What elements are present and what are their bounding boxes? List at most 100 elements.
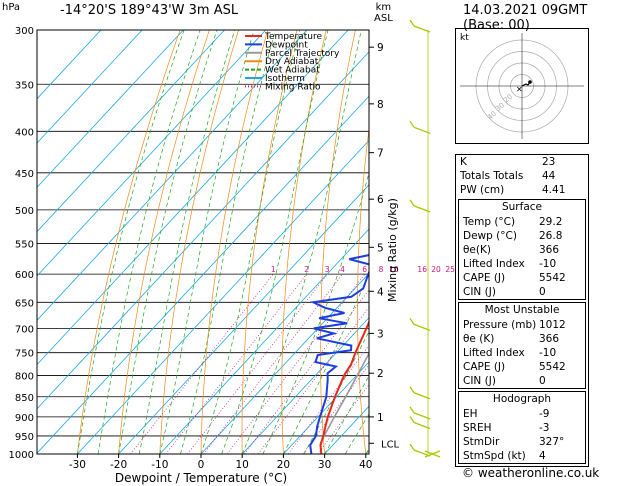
x-tick-label: 20: [277, 459, 290, 471]
mixing-ratio-label: 2: [304, 265, 309, 274]
isotherm: [37, 30, 225, 233]
hodo-row: SREH -3: [459, 421, 585, 435]
mixing-ratio-label: 8: [379, 265, 384, 274]
mu-label: Lifted Index: [463, 347, 525, 359]
hodo-label: StmSpd (kt): [463, 450, 526, 462]
mixing-ratio-axis-label: Mixing Ratio (g/kg): [386, 198, 399, 302]
mixing-ratio-label: 4: [340, 265, 345, 274]
surface-value: 366: [539, 244, 560, 256]
x-tick-label: -20: [110, 459, 127, 471]
isotherm: [37, 51, 369, 410]
mu-row: CAPE (J) 5542: [459, 360, 585, 374]
surface-section: Surface Temp (°C) 29.2 Dewp (°C) 26.8 θe(K…: [458, 199, 586, 300]
mixing-ratio-line: [317, 383, 369, 454]
x-tick-label: 30: [318, 459, 331, 471]
isotherm: [37, 30, 267, 277]
pressure-tick-label: 500: [15, 206, 34, 217]
mixing-ratio-line: [165, 273, 307, 454]
wind-barb: [413, 25, 431, 33]
mixing-ratio-line: [187, 273, 328, 454]
wind-barb-flag: [409, 386, 415, 394]
wind-barb-flag: [409, 318, 415, 325]
hodograph-title: Hodograph: [492, 393, 552, 405]
wind-barb: [413, 412, 431, 420]
asl-text: ASL: [374, 13, 393, 24]
pressure-tick-label: 900: [15, 413, 34, 424]
hodograph-panel: kt 20 30 40 ✕: [455, 28, 589, 144]
hodo-row: EH -9: [459, 407, 585, 421]
dry-adiabat: [589, 30, 629, 454]
km-tick-label: 2: [377, 368, 384, 380]
mixing-ratio-line: [287, 344, 369, 454]
wind-barb-flag: [409, 120, 415, 128]
surface-title: Surface: [501, 201, 542, 213]
x-tick-label: 40: [359, 459, 372, 471]
surface-label: CIN (J): [463, 286, 496, 298]
hodo-value: -9: [539, 408, 550, 420]
surface-value: 0: [539, 286, 546, 298]
pressure-tick-label: 450: [15, 169, 34, 180]
pressure-tick-label: 700: [15, 324, 34, 335]
index-row: PW (cm) 4.41: [456, 183, 588, 197]
mu-row: Pressure (mb) 1012: [459, 318, 585, 332]
surface-label: Dewp (°C): [463, 230, 517, 242]
wet-adiabat: [97, 30, 201, 454]
pressure-tick-label: 550: [15, 239, 34, 250]
isotherm: [37, 30, 184, 188]
km-tick-label: 8: [377, 99, 384, 111]
surface-value: 29.2: [539, 216, 563, 228]
wet-adiabat: [283, 272, 369, 454]
wind-barb: [413, 392, 431, 400]
km-tick-label: 4: [377, 286, 384, 298]
wind-barb-flag: [409, 416, 415, 423]
surface-value: 5542: [539, 272, 566, 284]
dry-adiabat: [159, 30, 239, 454]
mixing-ratio-label: 3: [325, 265, 330, 274]
mu-value: 5542: [539, 361, 566, 373]
wind-barb: [424, 450, 441, 458]
pressure-tick-label: 400: [15, 127, 34, 138]
mu-value: 1012: [539, 319, 566, 331]
mixing-ratio-line: [130, 273, 274, 454]
pressure-unit-label: hPa: [2, 2, 21, 13]
legend-entry: Mixing Ratio: [265, 82, 321, 92]
temperature-line: [319, 319, 369, 454]
pressure-tick-label: 800: [15, 371, 34, 382]
hodo-end-point: [528, 80, 532, 84]
mixing-ratio-label: 20: [431, 265, 441, 274]
mixing-ratio-label: 10: [389, 265, 399, 274]
isotherm: [118, 184, 369, 454]
wind-barb-flag: [409, 199, 415, 207]
mu-label: θe (K): [463, 333, 495, 345]
wet-adiabat: [138, 30, 236, 454]
x-axis-label: Dewpoint / Temperature (°C): [115, 471, 287, 485]
mixing-ratio-label: 6: [362, 265, 367, 274]
pressure-tick-label: 600: [15, 270, 34, 281]
surface-row: θe(K) 366: [459, 243, 585, 257]
x-tick-label: -10: [151, 459, 168, 471]
hodo-ring-label: 40: [486, 110, 498, 122]
isotherm: [37, 30, 308, 321]
isotherm: [283, 361, 369, 454]
km-tick-label: 9: [377, 42, 384, 54]
surface-row: CIN (J) 0: [459, 285, 585, 299]
mu-value: 366: [539, 333, 560, 345]
surface-label: CAPE (J): [463, 272, 506, 284]
wet-adiabat: [241, 30, 362, 454]
pressure-tick-label: 350: [15, 80, 34, 91]
pressure-tick-label: 650: [15, 298, 34, 309]
hodo-label: StmDir: [463, 436, 500, 448]
wet-adiabat: [118, 30, 218, 454]
wet-adiabat: [77, 30, 185, 454]
hodograph-section: Hodograph EH -9 SREH -3 StmDir 327° StmSpd …: [458, 391, 586, 464]
pressure-tick-label: 1000: [9, 450, 34, 461]
isotherm: [159, 228, 369, 454]
dewpoint-line: [309, 254, 369, 454]
index-row: Totals Totals 44: [456, 169, 588, 183]
km-tick-label: 7: [377, 148, 384, 160]
hodo-ring-label: 20: [502, 93, 514, 105]
surface-row: CAPE (J) 5542: [459, 271, 585, 285]
pressure-tick-label: 750: [15, 349, 34, 360]
mu-label: Pressure (mb): [463, 319, 537, 331]
km-text: km: [375, 2, 392, 13]
